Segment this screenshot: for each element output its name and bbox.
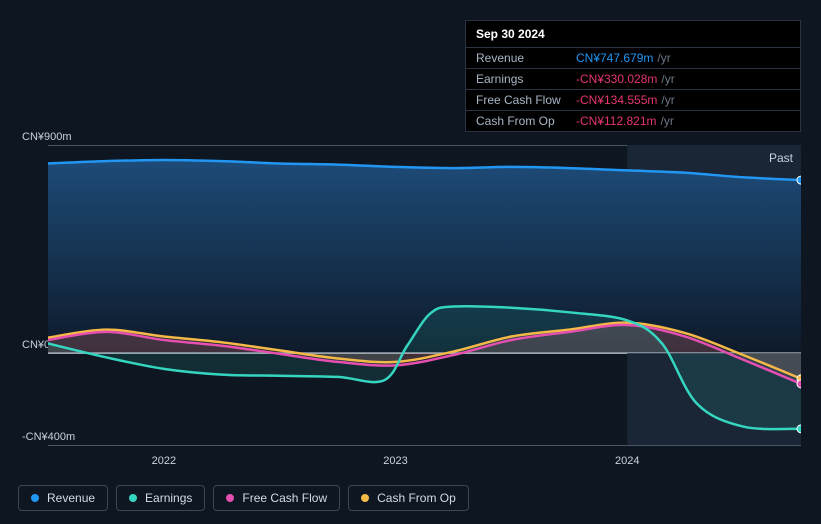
x-axis-label: 2022 (152, 455, 176, 467)
tooltip-row-suffix: /yr (660, 114, 673, 128)
legend-item[interactable]: Free Cash Flow (213, 485, 340, 511)
tooltip-row-label: Earnings (476, 72, 576, 86)
legend-dot-icon (226, 494, 234, 502)
legend-dot-icon (31, 494, 39, 502)
tooltip-row-value: CN¥747.679m (576, 51, 653, 65)
tooltip-date: Sep 30 2024 (466, 21, 800, 47)
y-axis-label: CN¥0 (22, 339, 50, 351)
legend-dot-icon (361, 494, 369, 502)
past-region-label: Past (769, 151, 793, 165)
tooltip-row-value: -CN¥134.555m (576, 93, 657, 107)
x-axis-label: 2024 (615, 455, 639, 467)
tooltip-row: Free Cash Flow-CN¥134.555m/yr (466, 89, 800, 110)
chart-plot (48, 145, 801, 445)
tooltip-row: Cash From Op-CN¥112.821m/yr (466, 110, 800, 131)
legend-dot-icon (129, 494, 137, 502)
legend-label: Free Cash Flow (242, 491, 327, 505)
legend-label: Cash From Op (377, 491, 456, 505)
tooltip-row-value: -CN¥330.028m (576, 72, 657, 86)
x-axis-label: 2023 (383, 455, 407, 467)
legend-label: Earnings (145, 491, 192, 505)
legend-item[interactable]: Earnings (116, 485, 205, 511)
tooltip-row-label: Cash From Op (476, 114, 576, 128)
chart-legend: Revenue Earnings Free Cash Flow Cash From O… (18, 485, 469, 511)
tooltip-row: Earnings-CN¥330.028m/yr (466, 68, 800, 89)
chart-container: Sep 30 2024 RevenueCN¥747.679m/yrEarning… (0, 0, 821, 524)
tooltip-row-suffix: /yr (661, 72, 674, 86)
tooltip-row: RevenueCN¥747.679m/yr (466, 47, 800, 68)
legend-label: Revenue (47, 491, 95, 505)
tooltip-row-label: Revenue (476, 51, 576, 65)
tooltip-row-label: Free Cash Flow (476, 93, 576, 107)
y-axis-gridline (48, 445, 801, 446)
series-endpoint-dot (797, 176, 801, 184)
y-axis-label: CN¥900m (22, 131, 72, 143)
series-endpoint-dot (797, 425, 801, 433)
tooltip-row-suffix: /yr (657, 51, 670, 65)
tooltip-row-value: -CN¥112.821m (576, 114, 656, 128)
series-endpoint-dot (797, 380, 801, 388)
chart-tooltip: Sep 30 2024 RevenueCN¥747.679m/yrEarning… (465, 20, 801, 132)
legend-item[interactable]: Cash From Op (348, 485, 469, 511)
legend-item[interactable]: Revenue (18, 485, 108, 511)
tooltip-row-suffix: /yr (661, 93, 674, 107)
